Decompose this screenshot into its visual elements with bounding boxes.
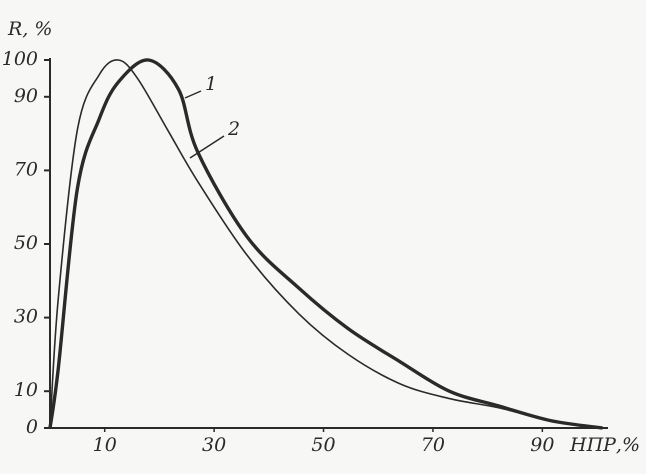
y-tick-label: 50 — [14, 232, 38, 254]
series-label: 1 — [205, 73, 217, 95]
leader-line — [189, 135, 225, 159]
y-axis-label: R, % — [7, 18, 52, 40]
series-label: 2 — [227, 118, 240, 140]
x-tick-label: 90 — [530, 434, 554, 456]
y-tick-label: 0 — [26, 416, 38, 438]
x-tick-label: 10 — [93, 434, 117, 456]
x-tick-label: 50 — [311, 434, 335, 456]
axes — [49, 58, 608, 429]
x-tick-label: 70 — [421, 434, 445, 456]
y-tick-label: 90 — [14, 85, 38, 107]
x-axis-label: НПР,% — [569, 434, 640, 456]
y-tick-label: 70 — [14, 158, 38, 180]
x-tick-label: 30 — [202, 434, 226, 456]
leader-line — [184, 90, 202, 99]
line-series — [48, 58, 603, 430]
y-tick-label: 30 — [14, 306, 38, 328]
y-tick-label: 100 — [2, 48, 38, 70]
y-tick-label: 10 — [14, 379, 38, 401]
line-series — [49, 59, 603, 429]
